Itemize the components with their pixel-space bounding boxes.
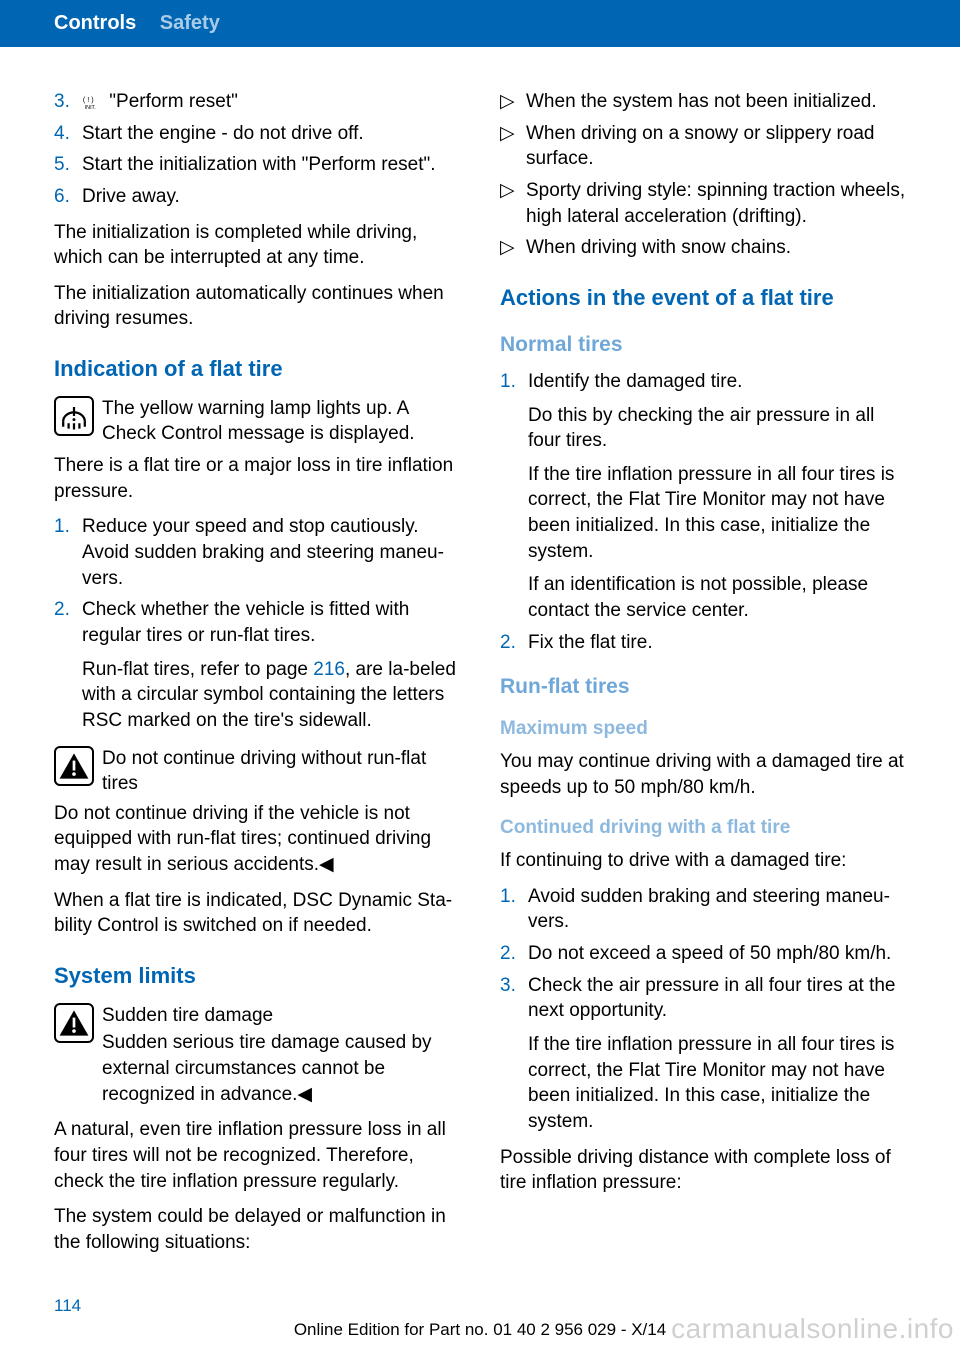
header-section: Controls xyxy=(54,12,136,34)
list-number: 1. xyxy=(54,514,82,591)
list-number: 5. xyxy=(54,152,82,178)
heading-normal-tires: Normal tires xyxy=(500,331,910,359)
caution-icon xyxy=(54,1003,94,1043)
tire-warning-icon xyxy=(54,396,94,436)
warning-text: The yellow warning lamp lights up. A Che… xyxy=(102,396,464,447)
list-item: 5. Start the initialization with "Perfor… xyxy=(54,152,464,178)
list-number: 2. xyxy=(500,630,528,656)
bullet-icon: ▷ xyxy=(500,235,526,261)
watermark: carmanualsonline.info xyxy=(671,1310,954,1348)
page-body: 3. ( ! )INIT. "Perform reset" 4. Start t… xyxy=(0,47,960,1265)
warning-text: Do not continue driving without run-flat… xyxy=(102,746,464,797)
bullet-item: ▷ Sporty driving style: spinning tractio… xyxy=(500,178,910,229)
paragraph: The initialization automatically continu… xyxy=(54,281,464,332)
list-text: Do not exceed a speed of 50 mph/80 km/h. xyxy=(528,941,910,967)
warning-text: Sudden tire damage Sudden serious tire d… xyxy=(102,1003,464,1108)
list-text: Drive away. xyxy=(82,184,464,210)
list-item: 4. Start the engine - do not drive off. xyxy=(54,121,464,147)
list-number: 2. xyxy=(500,941,528,967)
bullet-icon: ▷ xyxy=(500,121,526,172)
left-column: 3. ( ! )INIT. "Perform reset" 4. Start t… xyxy=(54,89,464,1265)
paragraph: The initialization is completed while dr… xyxy=(54,220,464,271)
list-item: 2. Do not exceed a speed of 50 mph/80 km… xyxy=(500,941,910,967)
caution-icon xyxy=(54,746,94,786)
heading-system-limits: System limits xyxy=(54,961,464,991)
bullet-text: When driving with snow chains. xyxy=(526,235,791,261)
paragraph: Possible driving distance with complete … xyxy=(500,1145,910,1196)
heading-runflat: Run-flat tires xyxy=(500,673,910,701)
heading-continued: Continued driving with a flat tire xyxy=(500,815,910,841)
list-item: 1. Avoid sudden braking and steering man… xyxy=(500,884,910,935)
list-text: Identify the damaged tire. Do this by ch… xyxy=(528,369,910,624)
list-text: Avoid sudden braking and steering maneu‐… xyxy=(528,884,910,935)
bullet-text: When driving on a snowy or slippery road… xyxy=(526,121,910,172)
list-item: 3. ( ! )INIT. "Perform reset" xyxy=(54,89,464,115)
list-item: 1. Reduce your speed and stop cautiously… xyxy=(54,514,464,591)
page-reference-link[interactable]: 216 xyxy=(313,659,345,680)
list-text: Start the initialization with "Perform r… xyxy=(82,152,464,178)
page-header: Controls Safety xyxy=(0,0,960,47)
right-column: ▷ When the system has not been initializ… xyxy=(500,89,910,1265)
page-number: 114 xyxy=(54,1295,81,1318)
svg-text:( ! ): ( ! ) xyxy=(83,95,94,104)
list-text: ( ! )INIT. "Perform reset" xyxy=(82,89,464,115)
heading-maxspeed: Maximum speed xyxy=(500,716,910,742)
heading-indication: Indication of a flat tire xyxy=(54,354,464,384)
list-sub: If an identification is not possible, pl… xyxy=(528,572,910,623)
list-text: Fix the flat tire. xyxy=(528,630,910,656)
paragraph: If continuing to drive with a damaged ti… xyxy=(500,848,910,874)
heading-actions: Actions in the event of a flat tire xyxy=(500,283,910,313)
paragraph: There is a flat tire or a major loss in … xyxy=(54,453,464,504)
list-number: 2. xyxy=(54,597,82,733)
warning-block: Sudden tire damage Sudden serious tire d… xyxy=(54,1003,464,1108)
list-sub: If the tire inflation pressure in all fo… xyxy=(528,462,910,565)
list-number: 6. xyxy=(54,184,82,210)
list-item: 3. Check the air pressure in all four ti… xyxy=(500,973,910,1135)
bullet-item: ▷ When driving on a snowy or slippery ro… xyxy=(500,121,910,172)
reset-init-icon: ( ! )INIT. xyxy=(82,93,100,111)
bullet-icon: ▷ xyxy=(500,178,526,229)
warning-block: Do not continue driving without run-flat… xyxy=(54,746,464,797)
list-text: Start the engine - do not drive off. xyxy=(82,121,464,147)
paragraph: A natural, even tire inflation pressure … xyxy=(54,1117,464,1194)
list-text: Check whether the vehicle is fitted with… xyxy=(82,597,464,733)
list-item: 2. Fix the flat tire. xyxy=(500,630,910,656)
paragraph: You may continue driving with a damaged … xyxy=(500,749,910,800)
list-sub: Run-flat tires, refer to page 216, are l… xyxy=(82,657,464,734)
paragraph: Do not continue driving if the vehicle i… xyxy=(54,801,464,878)
svg-text:INIT.: INIT. xyxy=(85,105,96,111)
warning-block: The yellow warning lamp lights up. A Che… xyxy=(54,396,464,447)
list-number: 3. xyxy=(500,973,528,1135)
bullet-text: Sporty driving style: spinning traction … xyxy=(526,178,910,229)
paragraph: When a flat tire is indicated, DSC Dynam… xyxy=(54,888,464,939)
list-sub: Do this by checking the air pressure in … xyxy=(528,403,910,454)
header-subsection: Safety xyxy=(160,12,220,34)
list-text: Reduce your speed and stop cautiously. A… xyxy=(82,514,464,591)
bullet-text: When the system has not been initialized… xyxy=(526,89,877,115)
list-item: 2. Check whether the vehicle is fitted w… xyxy=(54,597,464,733)
bullet-icon: ▷ xyxy=(500,89,526,115)
list-text: Check the air pressure in all four tires… xyxy=(528,973,910,1135)
bullet-item: ▷ When driving with snow chains. xyxy=(500,235,910,261)
bullet-item: ▷ When the system has not been initializ… xyxy=(500,89,910,115)
paragraph: The system could be delayed or malfuncti… xyxy=(54,1204,464,1255)
list-item: 6. Drive away. xyxy=(54,184,464,210)
list-sub: If the tire inflation pressure in all fo… xyxy=(528,1032,910,1135)
list-number: 3. xyxy=(54,89,82,115)
list-item: 1. Identify the damaged tire. Do this by… xyxy=(500,369,910,624)
list-number: 1. xyxy=(500,369,528,624)
list-number: 4. xyxy=(54,121,82,147)
list-number: 1. xyxy=(500,884,528,935)
